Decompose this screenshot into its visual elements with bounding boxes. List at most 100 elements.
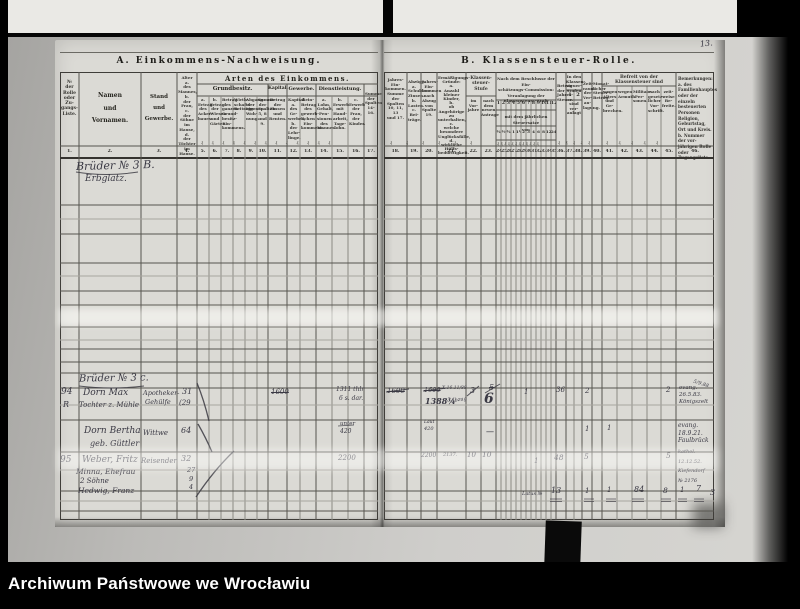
left-title-rule: [60, 52, 378, 53]
stufe-number: 5: [516, 101, 521, 106]
stufe-number: 4: [511, 101, 516, 106]
column-number: 2.: [107, 149, 113, 154]
steuersatz-header: mit dem jährlichen Steuersatze von: [504, 114, 548, 132]
hw-rowmid-name2: geb. Güttler: [90, 439, 140, 448]
hw-r94-stufe-old: 5: [489, 383, 495, 392]
hw-rowmid-value-note: unter: [340, 421, 356, 427]
stufe-number: 1: [496, 101, 501, 106]
hw-r94-col21: 3: [470, 386, 476, 395]
col-4-header: Alter a. des Mannes, b. der Frau, c. der…: [178, 75, 198, 156]
col-6-header: b. Ertrag der Wiesen und Gärten.: [210, 97, 227, 126]
hw-row94-occupation2: Gehülfe: [145, 398, 171, 406]
hw-latus-2: 1: [585, 487, 590, 495]
column-number: 44.: [650, 149, 659, 154]
hw-rmid-bemerkung: evang. 18.9.21. Faulbrück: [678, 422, 709, 444]
col-18-header: Jahres- Ein- kommen. Summe der Spalten 1…: [385, 77, 406, 120]
hw-row94-occupation: Apotheker-: [143, 389, 180, 397]
col-43-header: Militair- Per- sonen.: [633, 89, 652, 104]
column-number: 32.: [536, 149, 541, 154]
klassensteuer-stufe-header: Klassen- steuer- Stufe: [470, 76, 492, 92]
column-number: 22.: [469, 149, 478, 154]
hw-r95-stufe-mark: 1: [534, 457, 539, 465]
hw-rmid-laut: Laut: [424, 420, 435, 425]
column-number: 13.: [304, 149, 312, 154]
hw-row94-name2: Tochter z. Mühle: [79, 401, 139, 409]
hw-r95-col20: 2137.: [443, 452, 458, 458]
hw-r95-befreit: 5: [666, 451, 671, 460]
column-number: 12.: [289, 149, 298, 154]
col-21-header: Ermäßigungs- Gründe: a. Anzahl kleiner K…: [438, 75, 471, 156]
rate-value: 1½: [516, 129, 521, 134]
hw-rmid-420: 420: [424, 426, 434, 432]
hw-rmid-dash: —: [486, 427, 494, 436]
right-title-rule: [384, 52, 714, 53]
rate-value: ½: [501, 129, 506, 134]
col-37-header: 1: [568, 92, 572, 98]
column-number: 43.: [635, 149, 644, 154]
left-column-numbers: 1. 2. 3. 4. 5. 6. 7. 8. 9. 10. 11. 12. 13. 14. 15. 16. 1…: [60, 149, 378, 154]
right-currency-marks-d: ₰₰₰₰₰: [606, 140, 669, 145]
hw-r94-col20-new: 1388¾: [425, 396, 456, 406]
col-45-header: zeit- weise Be- freite.: [662, 89, 676, 109]
column-number: 33.: [541, 149, 546, 154]
left-currency-marks: ₰₰₰₰₰₰₰₰₰₰₰₰₰: [201, 140, 339, 145]
rate-value: 24: [551, 129, 556, 134]
hw-latus-6: 1: [680, 486, 685, 494]
col-39-header: Zeit- raum der Ver- an- lagung.: [583, 81, 600, 110]
hw-row95-name3: 2 Söhne: [80, 477, 109, 485]
column-number: 37.: [566, 149, 574, 154]
column-number: 31.: [531, 149, 536, 154]
grundbesitz-group-header: Grundbesitz.: [212, 86, 253, 92]
binding-clip-top: [383, 0, 393, 37]
column-number: 21.: [447, 149, 456, 154]
column-number: 20.: [425, 149, 433, 154]
col-36-header: Betrag der Jahres- Steuer.: [557, 83, 573, 103]
hw-latus-label: Latus №: [522, 491, 543, 497]
exposure-band-1: [58, 309, 718, 326]
left-table-grid: [60, 72, 378, 520]
binding-clip-bottom: [544, 520, 582, 567]
col-16-header: c. Erwerb der Frau, der Kinder.: [349, 97, 366, 126]
stufe-number: 11: [546, 101, 551, 106]
page-corner-smudge: [693, 503, 723, 527]
column-number: 38.: [574, 149, 582, 154]
hw-r94-stufe-mark: 1: [524, 388, 529, 396]
column-number: 39.: [583, 149, 591, 154]
hw-r95-stufe-b: 10: [482, 450, 492, 459]
hw-row95-age3: 9: [189, 475, 194, 483]
stufe-number: 10: [541, 101, 546, 106]
column-number: 24.: [496, 149, 501, 154]
column-number: 46.: [691, 149, 699, 154]
arten-group-header: Arten des Einkommens.: [225, 74, 350, 83]
hw-rowmid-occupation: Wittwe: [143, 429, 169, 437]
kapital-group-header: Kapital.: [268, 86, 288, 91]
hw-rmid-befreit: 1: [607, 424, 612, 432]
stufe-step-numbers: 1 2 3 4 5 6 7 8 9 10 11 12: [496, 101, 556, 106]
col-20-header: Jahres- Ein- kommen nach Abzug von Spalt…: [422, 79, 442, 118]
rate-value: 3: [527, 129, 530, 134]
column-number: 34.: [546, 149, 551, 154]
column-number: 40.: [593, 149, 601, 154]
stufen-3738-sub: sind ver- anlagt: [566, 101, 582, 116]
column-number: 26.: [506, 149, 511, 154]
column-number: 8.: [236, 149, 242, 154]
column-number: 18.: [391, 149, 400, 154]
mat-right-edge-shadow: [752, 37, 790, 562]
hw-rowmid-value: 420: [340, 428, 352, 435]
top-page-edge: [8, 0, 737, 37]
stufen-3738-header: In den Klassen- steuer- Stufen: [566, 74, 586, 94]
col-44-header: nach gesetz- licher Vor- schrift.: [648, 89, 665, 113]
column-number: 29.: [521, 149, 526, 154]
col-17-header: Summe der Spalten 14-16.: [365, 91, 383, 115]
column-number: 35.: [551, 149, 556, 154]
hw-r94-befreit: 2: [666, 386, 671, 394]
column-number: 7.: [224, 149, 230, 154]
hw-r94-steuer: 36: [556, 386, 565, 394]
hw-row94-kapital: 1600: [271, 388, 289, 396]
right-currency-marks-a: ₰₰₰₰₰₰: [390, 140, 486, 145]
rate-value: 12: [546, 129, 551, 134]
column-number: 14.: [320, 149, 328, 154]
hw-row94-dienst2: 6 s. dar.: [339, 395, 364, 402]
hw-group-header-1b: Erbglatz.: [85, 174, 127, 184]
gewerbe-group-header: Gewerbe.: [288, 86, 315, 92]
